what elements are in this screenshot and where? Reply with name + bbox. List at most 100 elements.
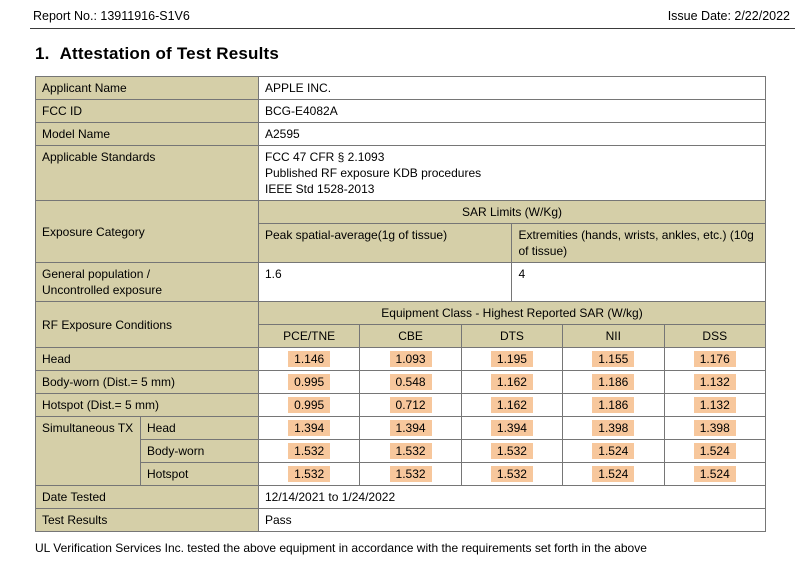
sar-value-cell: 1.093 [359, 347, 462, 371]
attestation-statement: UL Verification Services Inc. tested the… [35, 541, 647, 555]
sar-value-cell: 1.532 [460, 439, 564, 463]
sar-value: 1.394 [288, 420, 331, 436]
standard-line: FCC 47 CFR § 2.1093 [265, 150, 385, 164]
general-population-line1: General population / [42, 267, 151, 281]
sar-value: 1.162 [490, 397, 533, 413]
sar-value: 1.132 [693, 397, 736, 413]
standard-line: Published RF exposure KDB procedures [265, 166, 482, 180]
general-population-label: General population / Uncontrolled exposu… [35, 262, 259, 302]
row-hotspot: Hotspot (Dist.= 5 mm) 0.995 0.712 1.162 … [35, 393, 766, 417]
sar-value: 1.093 [389, 351, 432, 367]
applicable-standards-label: Applicable Standards [35, 145, 259, 201]
sar-value-cell: 1.394 [359, 416, 462, 440]
model-name-value: A2595 [258, 122, 766, 146]
sar-value: 1.132 [693, 374, 736, 390]
peak-spatial-average-header: Peak spatial-average(1g of tissue) [257, 223, 513, 263]
sar-value-cell: 1.186 [562, 393, 665, 417]
sar-value: 1.532 [490, 466, 533, 482]
sar-value-cell: 1.155 [562, 347, 665, 371]
sar-value-cell: 1.132 [663, 393, 766, 417]
test-results-value: Pass [258, 508, 766, 532]
equipment-class-header: Equipment Class - Highest Reported SAR (… [258, 301, 766, 325]
sar-value-cell: 1.532 [460, 462, 564, 486]
sar-value-cell: 1.394 [257, 416, 361, 440]
sar-value-cell: 1.162 [460, 393, 564, 417]
date-tested-value: 12/14/2021 to 1/24/2022 [258, 485, 766, 509]
sar-value-cell: 0.548 [359, 370, 462, 394]
report-number: Report No.: 13911916-S1V6 [33, 9, 190, 23]
row-equipment-class-header: RF Exposure Conditions Equipment Class -… [35, 301, 766, 348]
row-fcc-id: FCC ID BCG-E4082A [35, 99, 766, 123]
page-header: Report No.: 13911916-S1V6 Issue Date: 2/… [0, 0, 800, 28]
general-population-line2: Uncontrolled exposure [42, 283, 163, 297]
sar-value: 1.532 [389, 466, 432, 482]
sar-value: 0.995 [288, 374, 331, 390]
sar-value: 1.398 [592, 420, 635, 436]
rf-exposure-conditions-label: RF Exposure Conditions [35, 301, 259, 348]
test-results-label: Test Results [35, 508, 259, 532]
simultaneous-tx-label: Simultaneous TX [35, 416, 141, 486]
sar-value-cell: 1.186 [562, 370, 665, 394]
sar-value: 1.532 [288, 443, 331, 459]
applicant-name-label: Applicant Name [35, 76, 259, 100]
sar-value: 1.176 [693, 351, 736, 367]
page-title: 1. Attestation of Test Results [35, 44, 800, 64]
section-title-text: Attestation of Test Results [59, 44, 280, 63]
sar-value-cell: 1.398 [663, 416, 766, 440]
extremities-limit-value: 4 [511, 262, 766, 302]
sar-value-cell: 1.532 [359, 439, 462, 463]
standard-line: IEEE Std 1528-2013 [265, 182, 375, 196]
row-test-results: Test Results Pass [35, 508, 766, 532]
sar-value: 1.532 [288, 466, 331, 482]
row-model: Model Name A2595 [35, 122, 766, 146]
row-label-head: Head [35, 347, 259, 371]
sar-value: 1.186 [592, 374, 635, 390]
sar-value-cell: 1.162 [460, 370, 564, 394]
row-body-worn: Body-worn (Dist.= 5 mm) 0.995 0.548 1.16… [35, 370, 766, 394]
issue-date: Issue Date: 2/22/2022 [667, 9, 790, 23]
row-sar-limits-header: Exposure Category SAR Limits (W/Kg) [35, 200, 766, 263]
sar-value-cell: 1.524 [663, 462, 766, 486]
sar-value-cell: 1.524 [562, 439, 665, 463]
sar-value-cell: 1.524 [663, 439, 766, 463]
row-label-body-worn: Body-worn (Dist.= 5 mm) [35, 370, 259, 394]
attestation-table: Applicant Name APPLE INC. FCC ID BCG-E40… [35, 76, 766, 532]
fcc-id-label: FCC ID [35, 99, 259, 123]
sar-value: 0.712 [389, 397, 432, 413]
sar-value-cell: 1.394 [460, 416, 564, 440]
sar-value-cell: 1.532 [257, 462, 361, 486]
row-simultaneous-body-worn: Body-worn 1.532 1.532 1.532 1.524 1.524 [36, 439, 766, 463]
sar-value: 1.162 [490, 374, 533, 390]
sar-value-cell: 1.532 [359, 462, 462, 486]
model-name-label: Model Name [35, 122, 259, 146]
column-header-dss: DSS [663, 324, 766, 348]
sar-value: 1.524 [592, 466, 635, 482]
sar-value-cell: 1.398 [562, 416, 665, 440]
extremities-header: Extremities (hands, wrists, ankles, etc.… [511, 223, 766, 263]
header-divider [30, 28, 795, 29]
sim-row-label-head: Head [140, 416, 259, 440]
sar-value-cell: 0.995 [257, 393, 361, 417]
sar-value: 1.186 [592, 397, 635, 413]
column-header-nii: NII [562, 324, 665, 348]
row-sar-limits-subheader: Peak spatial-average(1g of tissue) Extre… [36, 223, 766, 263]
row-label-hotspot: Hotspot (Dist.= 5 mm) [35, 393, 259, 417]
sar-value: 1.155 [592, 351, 635, 367]
sar-limits-header: SAR Limits (W/Kg) [258, 200, 766, 224]
sar-value-cell: 0.995 [257, 370, 361, 394]
column-header-pce-tne: PCE/TNE [257, 324, 361, 348]
sar-value-cell: 1.195 [460, 347, 564, 371]
row-standards: Applicable Standards FCC 47 CFR § 2.1093… [35, 145, 766, 201]
sar-value-cell: 1.132 [663, 370, 766, 394]
row-date-tested: Date Tested 12/14/2021 to 1/24/2022 [35, 485, 766, 509]
sar-value-cell: 1.176 [663, 347, 766, 371]
column-header-cbe: CBE [359, 324, 462, 348]
sar-value-cell: 1.532 [257, 439, 361, 463]
sar-value: 1.394 [389, 420, 432, 436]
section-number: 1. [35, 44, 50, 63]
column-header-dts: DTS [460, 324, 564, 348]
sar-value: 1.532 [490, 443, 533, 459]
date-tested-label: Date Tested [35, 485, 259, 509]
sar-value: 1.146 [288, 351, 331, 367]
